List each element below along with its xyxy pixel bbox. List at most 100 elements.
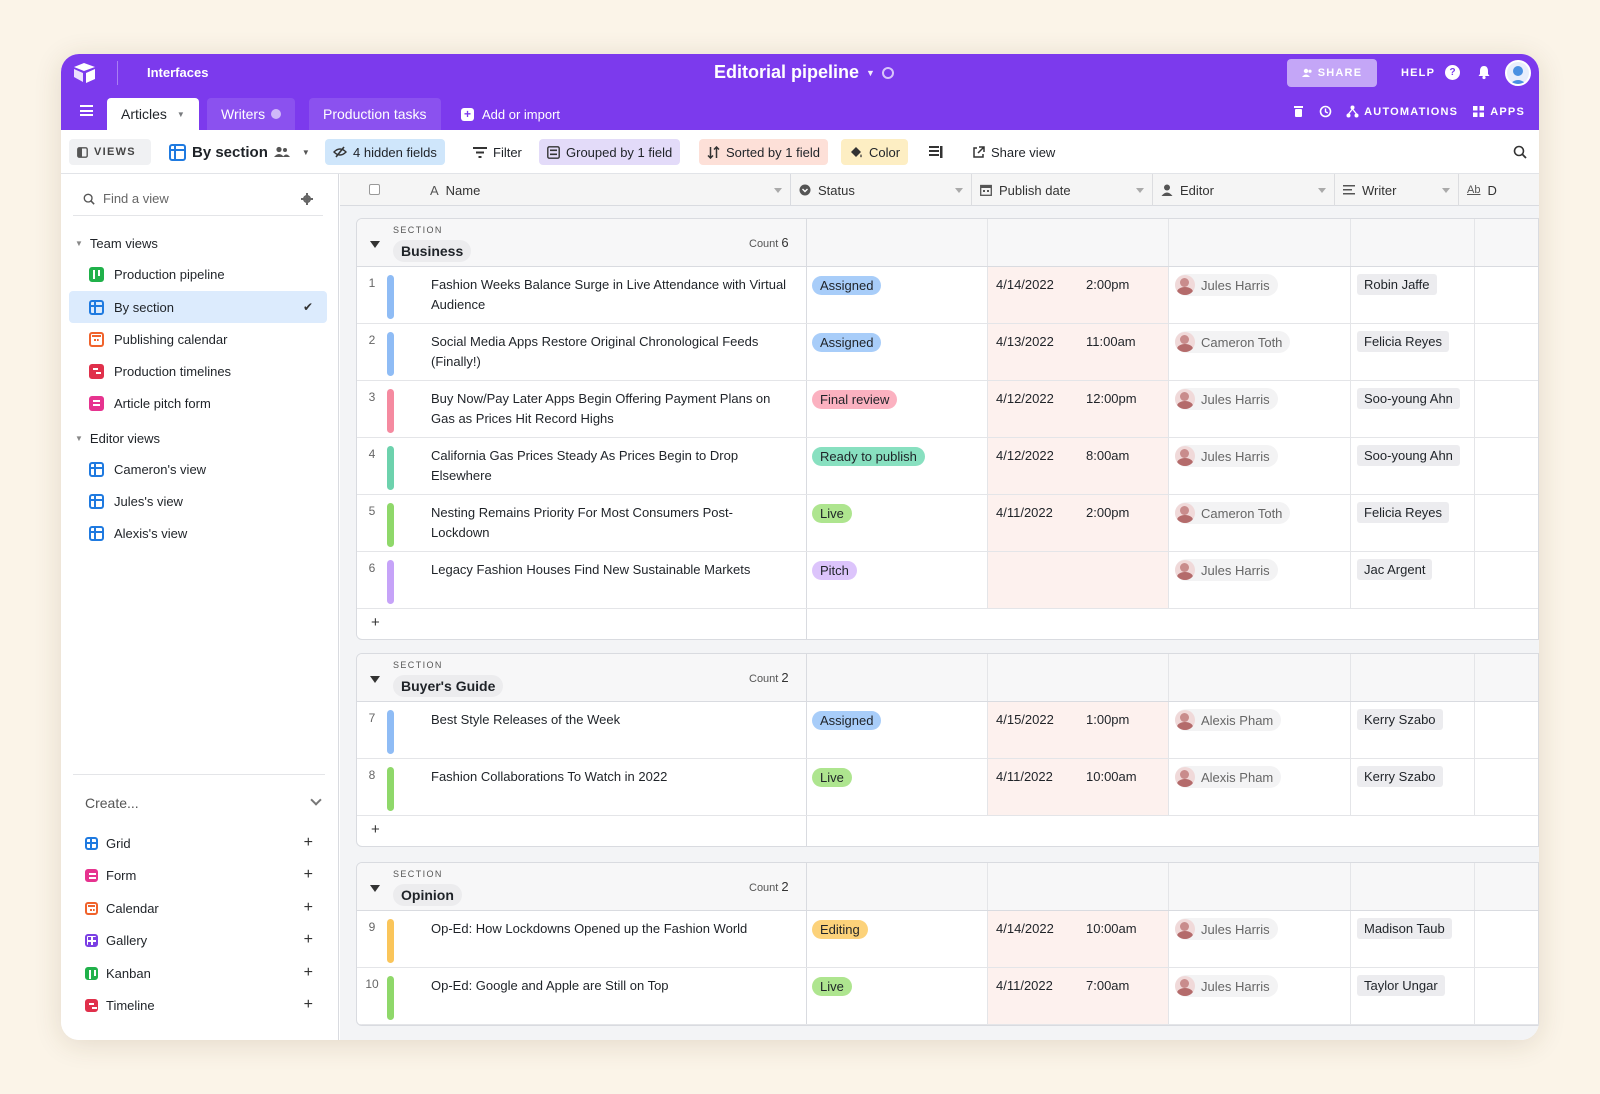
- article-name-cell[interactable]: Nesting Remains Priority For Most Consum…: [431, 505, 733, 540]
- sidebar-view-alexiss-view[interactable]: Alexis's view: [69, 517, 327, 549]
- tab-writers[interactable]: Writers: [207, 98, 296, 130]
- share-button[interactable]: SHARE: [1287, 59, 1377, 87]
- collapse-triangle-icon[interactable]: [370, 241, 380, 248]
- writer-chip[interactable]: Madison Taub: [1357, 918, 1452, 939]
- editor-chip[interactable]: Alexis Pham: [1175, 766, 1282, 788]
- row-height-button[interactable]: [921, 139, 951, 165]
- create-grid-view[interactable]: Grid +: [85, 831, 325, 855]
- sidebar-view-camerons-view[interactable]: Cameron's view: [69, 453, 327, 485]
- filter-button[interactable]: Filter: [465, 139, 530, 165]
- table-row[interactable]: 3 Buy Now/Pay Later Apps Begin Offering P…: [357, 381, 1538, 438]
- publish-date-cell[interactable]: 4/11/2022: [996, 769, 1053, 784]
- create-calendar-view[interactable]: Calendar +: [85, 896, 325, 920]
- chevron-down-icon[interactable]: [310, 794, 322, 806]
- article-name-cell[interactable]: Buy Now/Pay Later Apps Begin Offering Pa…: [431, 391, 771, 426]
- article-name-cell[interactable]: California Gas Prices Steady As Prices B…: [431, 448, 739, 483]
- editor-chip[interactable]: Cameron Toth: [1175, 502, 1291, 524]
- publish-time-cell[interactable]: 7:00am: [1086, 978, 1130, 993]
- create-view-header[interactable]: Create...: [85, 795, 139, 811]
- add-record-button[interactable]: +: [357, 816, 1538, 846]
- column-header-writer[interactable]: Writer: [1335, 174, 1459, 206]
- sidebar-view-production-pipeline[interactable]: Production pipeline: [69, 258, 327, 290]
- column-header-name[interactable]: A Name: [340, 174, 791, 206]
- column-header-editor[interactable]: Editor: [1153, 174, 1335, 206]
- create-gallery-view[interactable]: Gallery +: [85, 928, 325, 952]
- tab-articles[interactable]: Articles ▼: [107, 98, 199, 130]
- writer-chip[interactable]: Felicia Reyes: [1357, 331, 1450, 352]
- writer-chip[interactable]: Kerry Szabo: [1357, 709, 1443, 730]
- status-badge[interactable]: Final review: [812, 390, 898, 409]
- writer-chip[interactable]: Soo-young Ahn: [1357, 388, 1460, 409]
- editor-chip[interactable]: Cameron Toth: [1175, 331, 1291, 353]
- collapse-triangle-icon[interactable]: [370, 885, 380, 892]
- table-row[interactable]: 6 Legacy Fashion Houses Find New Sustaina…: [357, 552, 1538, 609]
- plus-icon[interactable]: +: [303, 834, 313, 851]
- sort-button[interactable]: Sorted by 1 field: [699, 139, 828, 165]
- create-timeline-view[interactable]: Timeline +: [85, 993, 325, 1017]
- plus-icon[interactable]: +: [303, 866, 313, 883]
- search-icon[interactable]: [1513, 145, 1527, 159]
- plus-icon[interactable]: +: [303, 899, 313, 916]
- publish-time-cell[interactable]: 1:00pm: [1086, 712, 1130, 727]
- add-record-button[interactable]: +: [357, 609, 1538, 639]
- table-row[interactable]: 2 Social Media Apps Restore Original Chro…: [357, 324, 1538, 381]
- publish-time-cell[interactable]: 12:00pm: [1086, 391, 1137, 406]
- article-name-cell[interactable]: Legacy Fashion Houses Find New Sustainab…: [431, 562, 751, 577]
- table-row[interactable]: 9 Op-Ed: How Lockdowns Opened up the Fash…: [357, 911, 1538, 968]
- writer-chip[interactable]: Jac Argent: [1357, 559, 1433, 580]
- table-row[interactable]: 10 Op-Ed: Google and Apple are Still on T…: [357, 968, 1538, 1025]
- status-badge[interactable]: Assigned: [812, 333, 882, 352]
- dropdown-arrow-icon[interactable]: [1318, 188, 1326, 193]
- publish-date-cell[interactable]: 4/12/2022: [996, 448, 1054, 463]
- section-header[interactable]: SECTION Opinion Count 2: [357, 863, 1538, 911]
- create-kanban-view[interactable]: Kanban +: [85, 961, 325, 985]
- editor-views-group[interactable]: ▼ Editor views: [75, 431, 160, 446]
- status-badge[interactable]: Live: [812, 977, 852, 996]
- editor-chip[interactable]: Jules Harris: [1175, 975, 1278, 997]
- sidebar-view-publishing-calendar[interactable]: Publishing calendar: [69, 323, 327, 355]
- base-title[interactable]: Editorial pipeline ▼: [714, 62, 894, 83]
- publish-time-cell[interactable]: 2:00pm: [1086, 277, 1130, 292]
- sidebar-view-juless-view[interactable]: Jules's view: [69, 485, 327, 517]
- editor-chip[interactable]: Alexis Pham: [1175, 709, 1282, 731]
- help-icon[interactable]: ?: [1445, 65, 1460, 80]
- status-badge[interactable]: Pitch: [812, 561, 857, 580]
- add-or-import-button[interactable]: + Add or import: [461, 107, 560, 122]
- article-name-cell[interactable]: Op-Ed: How Lockdowns Opened up the Fashi…: [431, 921, 748, 936]
- tab-production-tasks[interactable]: Production tasks: [309, 98, 441, 130]
- info-icon[interactable]: [881, 66, 894, 79]
- column-header-publish-date[interactable]: Publish date: [972, 174, 1153, 206]
- trash-icon[interactable]: [1292, 105, 1305, 118]
- sidebar-view-production-timelines[interactable]: Production timelines: [69, 355, 327, 387]
- writer-chip[interactable]: Robin Jaffe: [1357, 274, 1437, 295]
- publish-date-cell[interactable]: 4/11/2022: [996, 505, 1053, 520]
- publish-time-cell[interactable]: 8:00am: [1086, 448, 1130, 463]
- group-button[interactable]: Grouped by 1 field: [539, 139, 681, 165]
- history-icon[interactable]: [1319, 105, 1332, 118]
- plus-icon[interactable]: +: [303, 931, 313, 948]
- find-view-input[interactable]: Find a view: [73, 182, 323, 216]
- status-badge[interactable]: Assigned: [812, 711, 882, 730]
- color-button[interactable]: Color: [841, 139, 909, 165]
- editor-chip[interactable]: Jules Harris: [1175, 445, 1278, 467]
- table-row[interactable]: 5 Nesting Remains Priority For Most Consu…: [357, 495, 1538, 552]
- user-avatar[interactable]: [1505, 60, 1531, 86]
- publish-date-cell[interactable]: 4/14/2022: [996, 277, 1054, 292]
- chevron-down-icon[interactable]: ▼: [176, 109, 185, 119]
- article-name-cell[interactable]: Social Media Apps Restore Original Chron…: [431, 334, 759, 369]
- publish-time-cell[interactable]: 10:00am: [1086, 921, 1137, 936]
- status-badge[interactable]: Ready to publish: [812, 447, 925, 466]
- bell-icon[interactable]: [1476, 64, 1492, 80]
- plus-icon[interactable]: +: [303, 964, 313, 981]
- publish-date-cell[interactable]: 4/12/2022: [996, 391, 1054, 406]
- article-name-cell[interactable]: Best Style Releases of the Week: [431, 712, 621, 727]
- hide-fields-button[interactable]: 4 hidden fields: [325, 139, 445, 165]
- collapse-triangle-icon[interactable]: [370, 676, 380, 683]
- publish-time-cell[interactable]: 11:00am: [1086, 334, 1136, 349]
- views-toggle-button[interactable]: VIEWS: [69, 139, 151, 165]
- airtable-logo-icon[interactable]: [73, 62, 97, 84]
- publish-date-cell[interactable]: 4/13/2022: [996, 334, 1054, 349]
- writer-chip[interactable]: Kerry Szabo: [1357, 766, 1443, 787]
- section-header[interactable]: SECTION Buyer's Guide Count 2: [357, 654, 1538, 702]
- article-name-cell[interactable]: Op-Ed: Google and Apple are Still on Top: [431, 978, 669, 993]
